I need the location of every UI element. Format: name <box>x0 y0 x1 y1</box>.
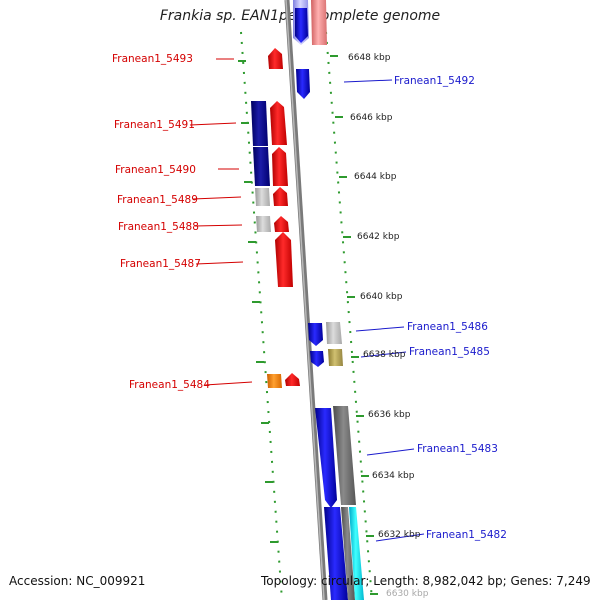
kbp-scale-labels: 6648 kbp 6646 kbp 6644 kbp 6642 kbp 6640… <box>348 53 429 599</box>
left-leader-lines <box>189 58 253 386</box>
label-franean1-5487[interactable]: Franean1_5487 <box>120 258 201 270</box>
kbp-label: 6638 kbp <box>363 350 406 360</box>
gene-5490-red[interactable] <box>272 147 288 186</box>
label-franean1-5486[interactable]: Franean1_5486 <box>407 321 488 333</box>
genome-backbone-highlight <box>285 0 325 600</box>
gene-5492-blue[interactable] <box>296 69 310 99</box>
label-franean1-5490[interactable]: Franean1_5490 <box>115 164 196 176</box>
kbp-label: 6646 kbp <box>350 113 393 123</box>
right-gene-labels: Franean1_5492 Franean1_5486 Franean1_548… <box>394 75 507 541</box>
gene-5491-navy[interactable] <box>251 101 268 146</box>
gene-5486-blue[interactable] <box>308 323 323 346</box>
label-franean1-5482[interactable]: Franean1_5482 <box>426 529 507 541</box>
left-strand-genes <box>251 101 282 388</box>
kbp-label: 6632 kbp <box>378 530 421 540</box>
gene-5488-red[interactable] <box>274 216 289 232</box>
gene-5493-red[interactable] <box>268 48 283 69</box>
label-franean1-5489[interactable]: Franean1_5489 <box>117 194 198 206</box>
gene-5486-gray[interactable] <box>326 322 342 344</box>
gene-5485-blue[interactable] <box>310 351 324 367</box>
label-franean1-5484[interactable]: Franean1_5484 <box>129 379 210 391</box>
gene-5482-blue[interactable] <box>324 507 348 600</box>
left-gene-labels: Franean1_5493 Franean1_5491 Franean1_549… <box>112 53 210 391</box>
gene-top-blue-core[interactable] <box>295 8 308 43</box>
kbp-label: 6644 kbp <box>354 172 397 182</box>
gene-5487-red[interactable] <box>275 232 293 287</box>
gene-5483-dgray[interactable] <box>333 406 356 505</box>
right-strand-genes <box>308 322 364 600</box>
gene-5488-gray[interactable] <box>256 216 271 232</box>
label-franean1-5492[interactable]: Franean1_5492 <box>394 75 475 87</box>
gene-5484-red[interactable] <box>285 373 300 386</box>
gene-5489-red[interactable] <box>273 187 288 206</box>
gene-5489-gray[interactable] <box>255 188 270 206</box>
label-franean1-5493[interactable]: Franean1_5493 <box>112 53 193 65</box>
gene-5483-blue[interactable] <box>315 408 337 508</box>
gene-5490-navy[interactable] <box>253 147 270 186</box>
gene-5482-cyan[interactable] <box>349 507 364 600</box>
top-genes <box>293 0 327 99</box>
accession-text: Accession: NC_009921 <box>9 574 146 588</box>
genome-summary-text: Topology: circular; Length: 8,982,042 bp… <box>261 574 591 588</box>
label-franean1-5488[interactable]: Franean1_5488 <box>118 221 199 233</box>
red-genes <box>268 48 300 386</box>
genome-backbone <box>284 0 328 600</box>
label-franean1-5485[interactable]: Franean1_5485 <box>409 346 490 358</box>
kbp-label: 6630 kbp <box>386 589 429 599</box>
right-leader-lines <box>343 79 425 542</box>
gene-5485-olive[interactable] <box>328 349 343 366</box>
gene-5482-dgray[interactable] <box>341 507 355 600</box>
gene-5491-red[interactable] <box>270 101 287 145</box>
kbp-label: 6648 kbp <box>348 53 391 63</box>
left-ruler-ticks <box>238 60 278 543</box>
gene-top-pink[interactable] <box>311 0 327 45</box>
kbp-label: 6636 kbp <box>368 410 411 420</box>
right-ruler-ticks <box>330 55 378 595</box>
kbp-label: 6642 kbp <box>357 232 400 242</box>
label-franean1-5483[interactable]: Franean1_5483 <box>417 443 498 455</box>
kbp-label: 6640 kbp <box>360 292 403 302</box>
kbp-label: 6634 kbp <box>372 471 415 481</box>
gene-5484-orange[interactable] <box>267 374 282 388</box>
label-franean1-5491[interactable]: Franean1_5491 <box>114 119 195 131</box>
